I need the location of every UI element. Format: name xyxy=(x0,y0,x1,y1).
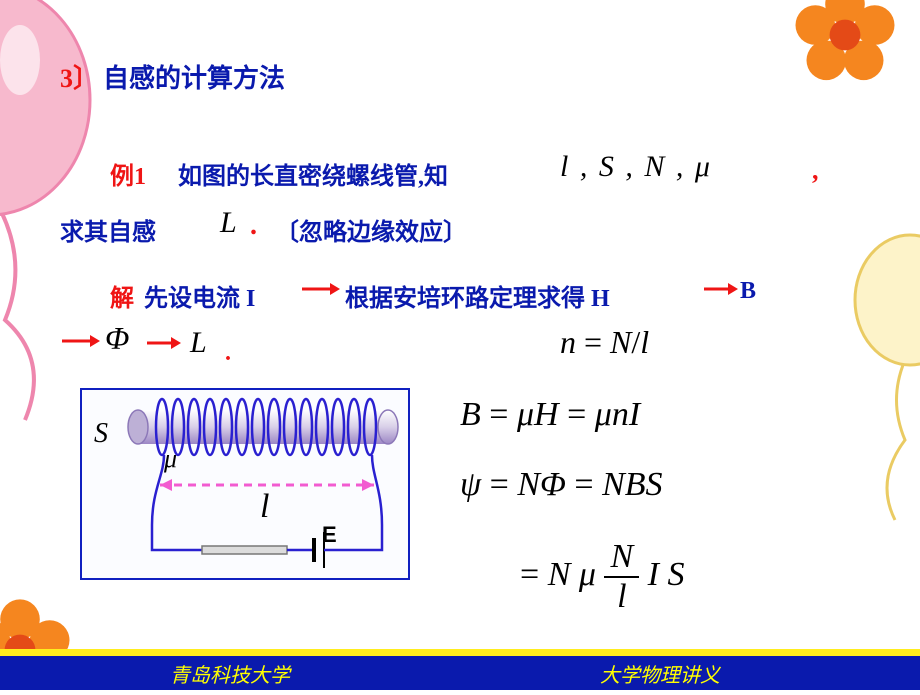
arrow-1 xyxy=(300,278,340,307)
l3-d: B xyxy=(740,278,756,305)
frac-den: l xyxy=(604,578,639,614)
l1-comma: , xyxy=(812,156,819,186)
arrow-4 xyxy=(145,332,181,359)
diag-S: S xyxy=(94,418,108,450)
diag-mu: μ xyxy=(164,444,177,474)
section-title: 自感的计算方法 xyxy=(103,64,285,93)
eq-B: B = μH = μnI xyxy=(460,396,640,434)
section-num: 3〕 xyxy=(60,64,99,93)
diagram-solenoid: S μ l E xyxy=(80,388,410,580)
l4-phi: Φ xyxy=(105,320,129,357)
line-1: 例1 如图的长直密绕螺线管,知 xyxy=(110,156,448,191)
footer-right: 大学物理讲义 xyxy=(600,659,920,688)
l3-b: 先设电流 I xyxy=(144,286,255,312)
frac-num: N xyxy=(604,540,639,578)
l4-dot: . xyxy=(225,340,231,367)
eq-final: = N μ Nl I S xyxy=(520,540,684,614)
l1-text: 如图的长直密绕螺线管,知 xyxy=(178,164,448,190)
footer-left: 青岛科技大学 xyxy=(0,659,290,688)
yellow-bar xyxy=(0,649,920,656)
diag-l: l xyxy=(260,488,269,526)
footer: 青岛科技大学 大学物理讲义 xyxy=(0,656,920,690)
lbl-example: 例1 xyxy=(110,164,146,190)
arrow-2 xyxy=(702,278,738,305)
l2-dot: . xyxy=(250,210,257,242)
l1-vars: l , S , N , μ xyxy=(560,150,712,184)
l4-L: L xyxy=(190,326,207,360)
l2-text: 求其自感 xyxy=(60,212,156,247)
l2-paren: 〔忽略边缘效应〕 xyxy=(275,212,467,247)
l3: 解 先设电流 I xyxy=(110,278,255,313)
l3-jie: 解 xyxy=(110,286,134,312)
section-heading: 3〕 自感的计算方法 xyxy=(60,58,285,95)
l3-c: 根据安培环路定理求得 H xyxy=(345,278,610,313)
arrow-3 xyxy=(60,330,100,357)
l2-L: L xyxy=(220,206,237,240)
eq-n: n = N/l xyxy=(560,324,649,361)
diag-E: E xyxy=(322,522,337,548)
eq-psi: ψ = NΦ = NBS xyxy=(460,466,663,504)
